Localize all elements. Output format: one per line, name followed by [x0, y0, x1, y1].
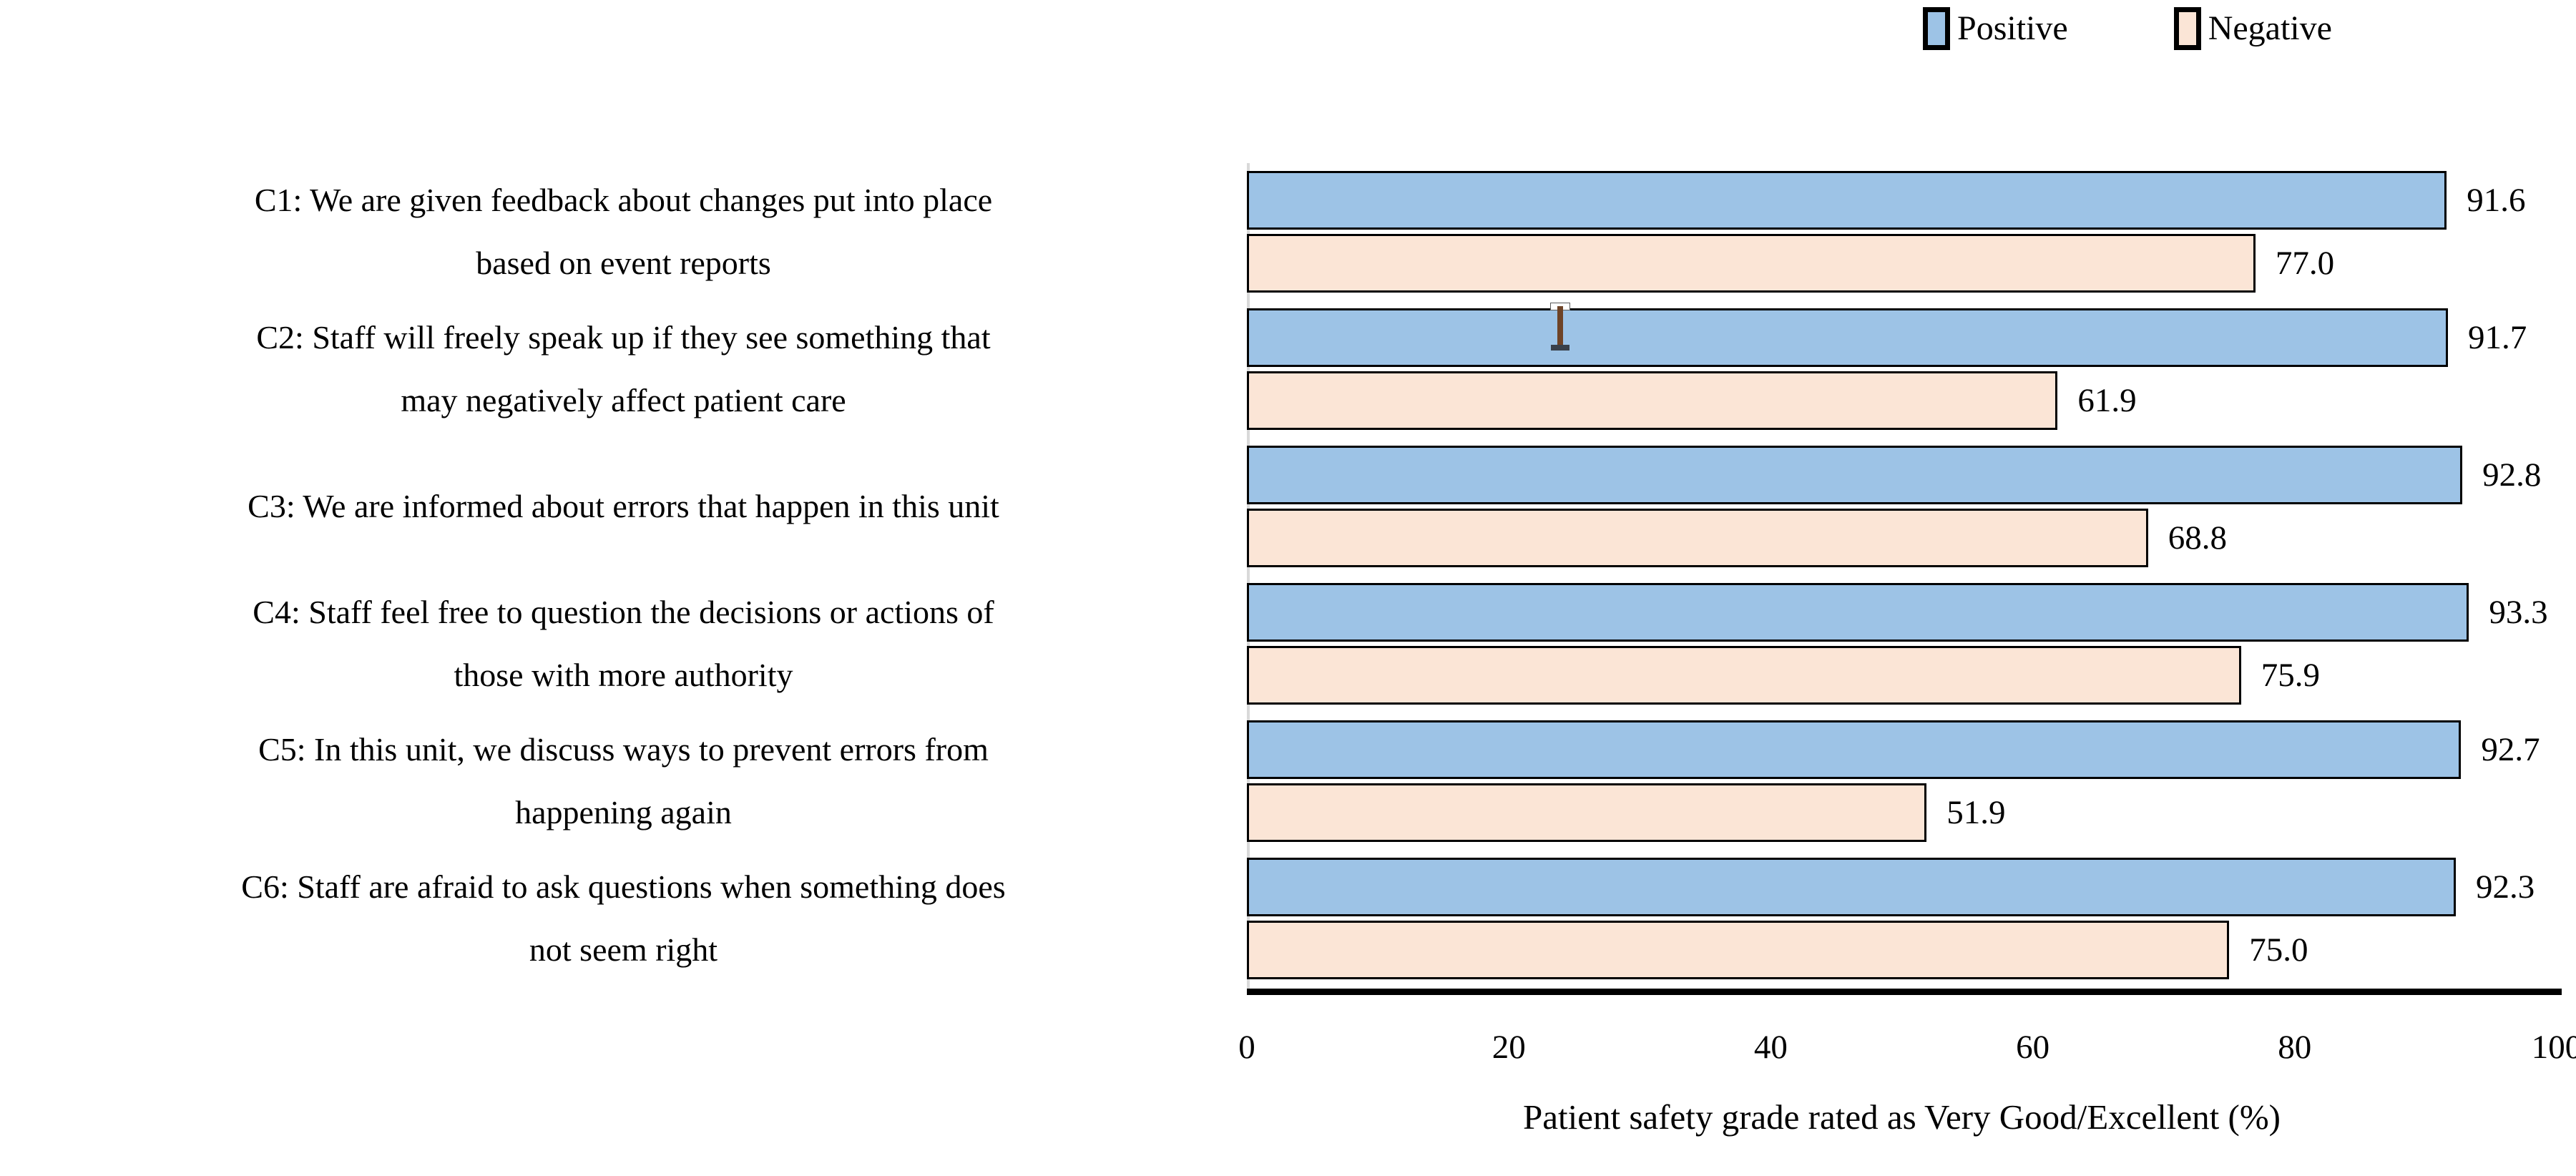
positive-bar-line: 93.3 [1247, 581, 2557, 644]
positive-value-label: 91.6 [2467, 181, 2526, 219]
positive-bar [1247, 171, 2447, 230]
negative-bar-line: 61.9 [1247, 369, 2557, 432]
positive-bar-line: 92.7 [1247, 718, 2557, 781]
category-row: C6: Staff are afraid to ask questions wh… [0, 850, 2557, 987]
legend-item-negative: Negative [2173, 7, 2332, 50]
category-label: C6: Staff are afraid to ask questions wh… [241, 868, 1006, 968]
x-axis-tick-label: 0 [1238, 1029, 1255, 1066]
negative-value-label: 68.8 [2168, 519, 2227, 557]
text-cursor-icon [1549, 303, 1571, 351]
x-axis-title: Patient safety grade rated as Very Good/… [1522, 1097, 2281, 1137]
negative-bar [1247, 371, 2058, 430]
negative-bar-line: 75.0 [1247, 918, 2557, 981]
negative-bar-line: 75.9 [1247, 644, 2557, 707]
positive-value-label: 92.8 [2482, 456, 2542, 494]
negative-bar [1247, 921, 2230, 979]
category-row: C4: Staff feel free to question the deci… [0, 575, 2557, 712]
category-label: C2: Staff will freely speak up if they s… [256, 318, 991, 418]
negative-value-label: 75.9 [2261, 656, 2320, 694]
negative-value-label: 75.0 [2249, 931, 2308, 969]
positive-value-label: 93.3 [2489, 593, 2548, 631]
text-cursor-stem [1557, 306, 1563, 346]
category-label: C1: We are given feedback about changes … [254, 181, 993, 281]
legend-swatch-positive-icon [1923, 7, 1950, 50]
positive-bar-line: 91.7 [1247, 306, 2557, 369]
category-row: C1: We are given feedback about changes … [0, 163, 2557, 300]
x-axis-line [1247, 989, 2562, 995]
negative-value-label: 77.0 [2275, 244, 2335, 282]
category-label: C3: We are informed about errors that ha… [248, 487, 999, 524]
legend-swatch-negative-icon [2173, 7, 2201, 50]
negative-bar [1247, 783, 1927, 842]
category-bars: 91.6 77.0 [1247, 163, 2557, 300]
category-row: C2: Staff will freely speak up if they s… [0, 300, 2557, 438]
positive-bar [1247, 720, 2462, 779]
x-axis-tick-label: 80 [2278, 1029, 2312, 1066]
text-cursor-bottom-serif [1551, 345, 1569, 351]
category-label: C4: Staff feel free to question the deci… [253, 593, 994, 693]
positive-bar [1247, 858, 2456, 916]
negative-value-label: 51.9 [1946, 793, 2006, 831]
positive-bar-line: 92.3 [1247, 856, 2557, 918]
x-axis-ticks: 0 20 40 60 80 100 [1238, 1029, 2576, 1074]
legend-item-positive: Positive [1923, 7, 2068, 50]
category-label: C5: In this unit, we discuss ways to pre… [258, 730, 989, 830]
negative-bar-line: 68.8 [1247, 506, 2557, 569]
negative-bar [1247, 509, 2148, 567]
negative-bar-line: 77.0 [1247, 232, 2557, 295]
x-axis-tick-label: 40 [1753, 1029, 1788, 1066]
negative-bar-line: 51.9 [1247, 781, 2557, 844]
legend-label-positive: Positive [1957, 9, 2068, 47]
category-bars: 92.8 68.8 [1247, 438, 2557, 575]
positive-bar [1247, 446, 2463, 504]
negative-bar [1247, 234, 2256, 293]
category-bars: 91.7 61.9 [1247, 300, 2557, 438]
category-row: C3: We are informed about errors that ha… [0, 438, 2557, 575]
chart-plot-area: C1: We are given feedback about changes … [0, 163, 2557, 987]
positive-bar-line: 92.8 [1247, 444, 2557, 506]
positive-value-label: 92.7 [2481, 730, 2540, 768]
positive-value-label: 92.3 [2476, 868, 2535, 906]
category-bars: 93.3 75.9 [1247, 575, 2557, 712]
chart-legend: Positive Negative [1923, 7, 2332, 50]
positive-bar-line: 91.6 [1247, 169, 2557, 232]
x-axis-tick-label: 60 [2016, 1029, 2050, 1066]
negative-bar [1247, 646, 2241, 705]
x-axis-tick-label: 100 [2531, 1029, 2576, 1066]
positive-value-label: 91.7 [2468, 318, 2527, 356]
positive-bar [1247, 308, 2449, 367]
category-row: C5: In this unit, we discuss ways to pre… [0, 712, 2557, 850]
legend-label-negative: Negative [2208, 9, 2332, 47]
x-axis-tick-label: 20 [1492, 1029, 1526, 1066]
negative-value-label: 61.9 [2077, 381, 2137, 419]
category-bars: 92.3 75.0 [1247, 850, 2557, 987]
positive-bar [1247, 583, 2469, 642]
category-bars: 92.7 51.9 [1247, 712, 2557, 850]
category-axis-line [1247, 163, 1250, 989]
